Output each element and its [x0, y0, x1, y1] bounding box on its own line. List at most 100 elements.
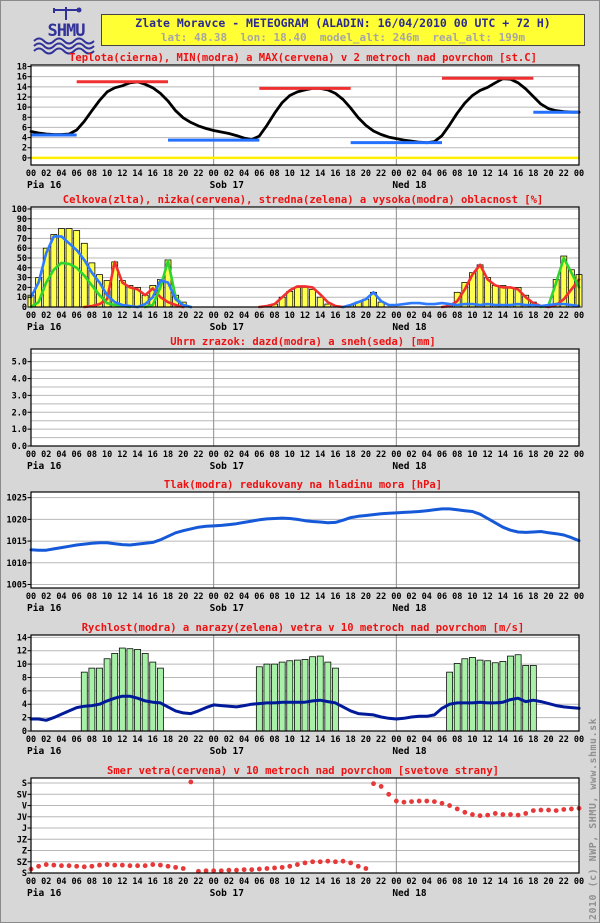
- precip-day-labels: Pia 16 Sob 17 Ned 18: [27, 461, 427, 472]
- svg-text:16: 16: [330, 592, 340, 602]
- svg-text:1005: 1005: [7, 581, 27, 591]
- svg-text:22: 22: [376, 450, 386, 460]
- svg-text:00: 00: [26, 450, 36, 460]
- svg-text:16: 16: [330, 735, 340, 745]
- temp-plot-area: [31, 65, 579, 165]
- svg-text:10: 10: [467, 450, 477, 460]
- svg-text:08: 08: [452, 311, 462, 321]
- svg-text:12: 12: [117, 450, 127, 460]
- series-tlak: [29, 507, 581, 552]
- svg-text:10: 10: [467, 735, 477, 745]
- svg-text:04: 04: [422, 311, 432, 321]
- svg-text:Sob 17: Sob 17: [210, 461, 244, 472]
- svg-text:14: 14: [498, 592, 508, 602]
- dir-plot-border: [30, 777, 580, 874]
- svg-text:80: 80: [17, 225, 27, 235]
- svg-text:16: 16: [148, 450, 158, 460]
- svg-text:Ned 18: Ned 18: [392, 603, 427, 614]
- svg-text:10: 10: [285, 735, 295, 745]
- svg-text:14: 14: [132, 311, 142, 321]
- svg-text:18: 18: [163, 311, 173, 321]
- svg-text:18: 18: [528, 592, 538, 602]
- svg-text:06: 06: [72, 450, 82, 460]
- svg-text:2.0: 2.0: [12, 408, 27, 418]
- pressure-chart-title: Tlak(modra) redukovany na hladinu mora […: [163, 479, 443, 491]
- svg-text:08: 08: [87, 450, 97, 460]
- precipitation-chart: 5.04.03.02.01.00.000 02 04 06 08 10 12 14 16 18 20…: [12, 348, 584, 472]
- svg-text:5.0: 5.0: [12, 358, 27, 368]
- svg-text:06: 06: [437, 592, 447, 602]
- cloud-day-lines: [213, 207, 397, 307]
- svg-text:04: 04: [239, 735, 249, 745]
- svg-text:02: 02: [224, 169, 234, 179]
- svg-text:12: 12: [117, 592, 127, 602]
- svg-text:10: 10: [285, 592, 295, 602]
- precip-grid: [31, 352, 579, 439]
- svg-text:00: 00: [574, 311, 584, 321]
- svg-text:16: 16: [330, 169, 340, 179]
- svg-text:10: 10: [102, 735, 112, 745]
- svg-text:04: 04: [422, 592, 432, 602]
- svg-text:V: V: [22, 802, 27, 812]
- svg-text:08: 08: [269, 169, 279, 179]
- svg-text:20: 20: [178, 450, 188, 460]
- svg-text:06: 06: [437, 169, 447, 179]
- shmu-logo: SHMU: [33, 7, 95, 55]
- svg-text:14: 14: [498, 877, 508, 887]
- svg-text:1010: 1010: [7, 559, 27, 569]
- wind-day-lines: [213, 635, 397, 731]
- svg-text:02: 02: [406, 450, 416, 460]
- pressure-day-lines: [213, 492, 397, 588]
- precip-x-axis-labels: 00 02 04 06 08 10 12 14 16 18 20 22 00 02 04 06 08 10 12 14…: [26, 450, 584, 460]
- svg-text:10: 10: [102, 592, 112, 602]
- svg-text:06: 06: [437, 450, 447, 460]
- svg-text:Sob 17: Sob 17: [210, 322, 244, 333]
- svg-text:06: 06: [437, 311, 447, 321]
- svg-text:Pia 16: Pia 16: [27, 461, 62, 472]
- svg-text:12: 12: [483, 735, 493, 745]
- svg-text:18: 18: [163, 592, 173, 602]
- svg-text:04: 04: [56, 450, 66, 460]
- svg-text:12: 12: [483, 311, 493, 321]
- svg-text:12: 12: [483, 592, 493, 602]
- svg-text:08: 08: [87, 169, 97, 179]
- svg-text:14: 14: [17, 633, 27, 643]
- svg-text:S: S: [22, 779, 27, 789]
- svg-text:20: 20: [543, 877, 553, 887]
- svg-text:20: 20: [178, 592, 188, 602]
- svg-text:06: 06: [254, 311, 264, 321]
- svg-text:12: 12: [300, 735, 310, 745]
- svg-text:00: 00: [209, 877, 219, 887]
- svg-text:12: 12: [300, 877, 310, 887]
- svg-text:0: 0: [22, 303, 27, 313]
- svg-text:00: 00: [209, 450, 219, 460]
- svg-text:20: 20: [361, 169, 371, 179]
- svg-text:10: 10: [467, 592, 477, 602]
- cloud-plot-border: [30, 206, 580, 308]
- svg-text:10: 10: [17, 103, 27, 113]
- svg-text:10: 10: [285, 169, 295, 179]
- svg-text:18: 18: [346, 169, 356, 179]
- svg-text:6: 6: [22, 123, 27, 133]
- svg-text:02: 02: [406, 735, 416, 745]
- temp-day-lines: [213, 65, 397, 165]
- svg-text:10: 10: [17, 293, 27, 303]
- svg-text:14: 14: [315, 311, 325, 321]
- wind-y-axis-labels: 14 12 10 8 6 4 2 0: [17, 633, 31, 737]
- precip-day-lines: [213, 349, 397, 446]
- svg-text:06: 06: [72, 169, 82, 179]
- svg-text:16: 16: [148, 877, 158, 887]
- svg-text:16: 16: [513, 311, 523, 321]
- svg-text:4: 4: [22, 134, 27, 144]
- svg-text:14: 14: [132, 877, 142, 887]
- svg-text:22: 22: [376, 735, 386, 745]
- svg-text:04: 04: [56, 735, 66, 745]
- series-teplota: [29, 77, 581, 145]
- svg-text:12: 12: [17, 647, 27, 657]
- svg-text:20: 20: [543, 592, 553, 602]
